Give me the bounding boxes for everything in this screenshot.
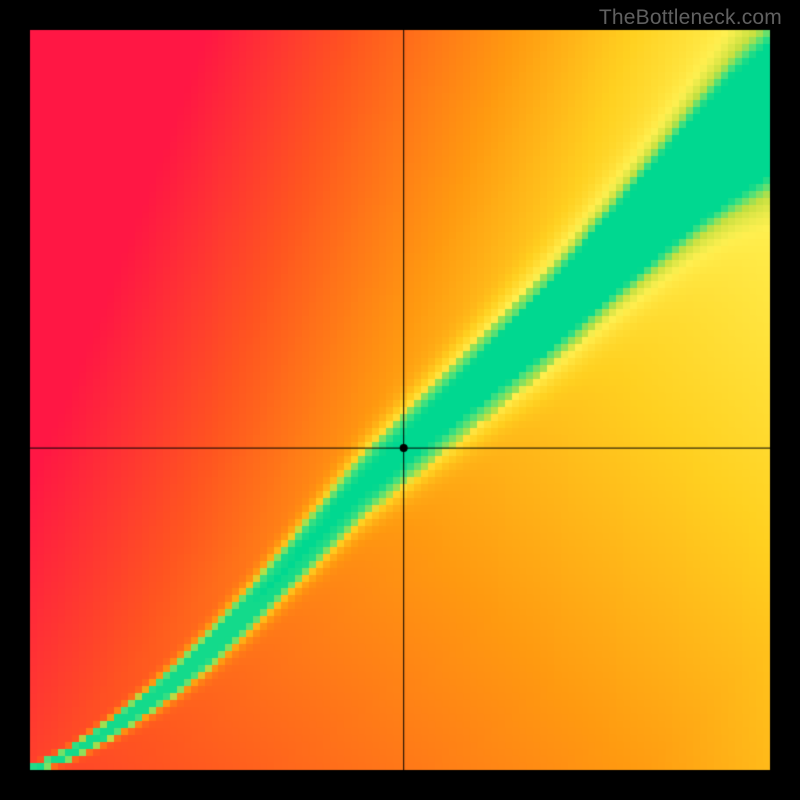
- watermark-text: TheBottleneck.com: [599, 6, 782, 30]
- heatmap-canvas: [0, 0, 800, 800]
- chart-container: TheBottleneck.com: [0, 0, 800, 800]
